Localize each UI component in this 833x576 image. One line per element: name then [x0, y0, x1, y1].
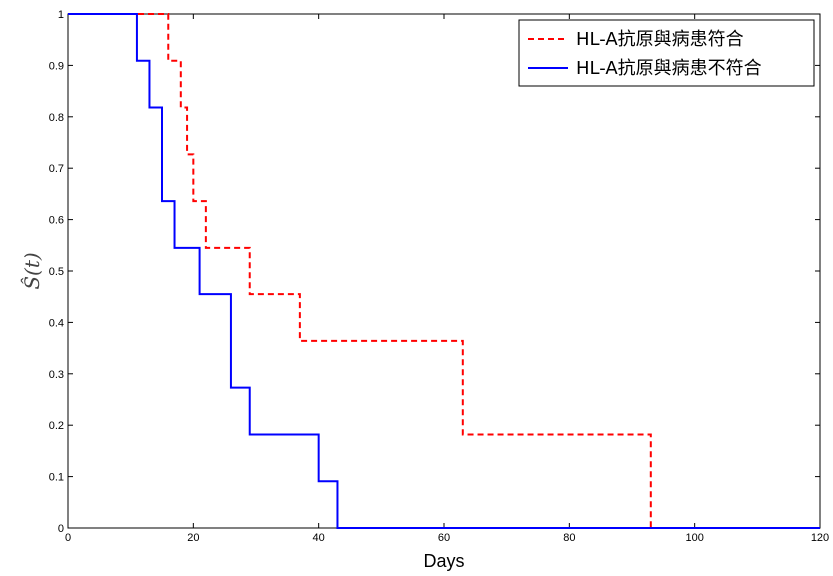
x-tick-label: 120: [811, 532, 829, 544]
x-axis-label: Days: [423, 551, 464, 571]
y-tick-label: 0.9: [49, 60, 64, 72]
y-tick-label: 0.3: [49, 369, 64, 381]
y-tick-label: 0.5: [49, 266, 64, 278]
plot-area: [67, 13, 821, 529]
y-tick-label: 0.7: [49, 163, 64, 175]
legend-label-unmatched: HL-A抗原與病患不符合: [576, 58, 762, 79]
y-axis-label: Ŝ(t): [19, 252, 44, 289]
axis-ticks: 0 20 40 60 80 100 120 0 0.1 0.2 0.3 0.4 0.5 0.6 0.7 0.8…: [49, 9, 829, 544]
y-tick-label: 0.4: [49, 317, 64, 329]
series-lines: [68, 13, 820, 529]
y-tick-label: 0: [58, 523, 64, 535]
x-tick-label: 40: [313, 532, 325, 544]
y-tick-label: 0.8: [49, 112, 64, 124]
legend-label-matched: HL-A抗原與病患符合: [576, 29, 744, 50]
y-tick-label: 0.2: [49, 420, 64, 432]
series-line-unmatched: [68, 13, 820, 529]
x-tick-label: 0: [65, 532, 71, 544]
y-tick-label: 0.1: [49, 472, 64, 484]
legend-box: [518, 19, 815, 87]
x-tick-label: 80: [563, 532, 575, 544]
legend: HL-A抗原與病患符合 HL-A抗原與病患不符合: [518, 19, 815, 87]
x-tick-label: 100: [685, 532, 703, 544]
y-tick-label: 1: [58, 9, 64, 21]
x-tick-label: 60: [438, 532, 450, 544]
y-tick-label: 0.6: [49, 215, 64, 227]
x-tick-label: 20: [187, 532, 199, 544]
